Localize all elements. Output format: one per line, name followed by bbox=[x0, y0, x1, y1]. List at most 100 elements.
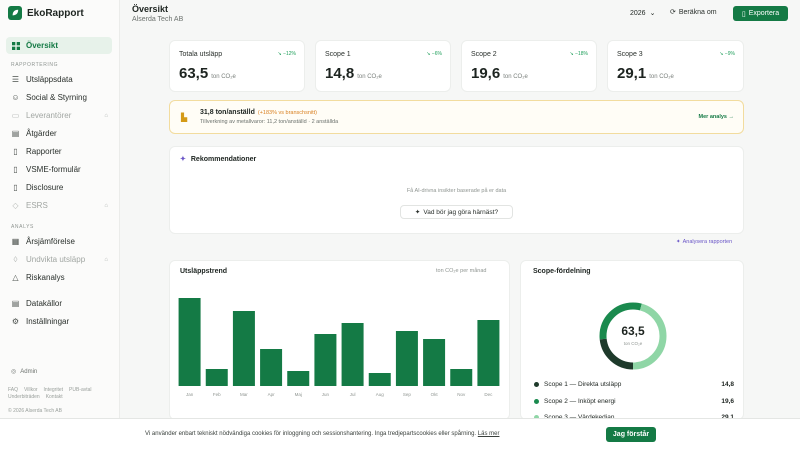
donut-slice-scope3 bbox=[599, 302, 667, 370]
page-title: Översikt bbox=[132, 4, 169, 14]
scope-card bbox=[520, 260, 744, 420]
sidebar-item-overview[interactable]: Översikt bbox=[6, 37, 112, 54]
sidebar-item-settings[interactable]: ⚙ Inställningar bbox=[6, 313, 112, 330]
bar-mar bbox=[232, 311, 255, 386]
legend-label: Scope 3 — Värdekedjan bbox=[544, 413, 615, 421]
footer-link[interactable]: Kontakt bbox=[45, 394, 63, 400]
kpi-trend: ↘ −18% bbox=[569, 51, 588, 57]
legend-row: Scope 3 — Värdekedjan 29,1 bbox=[534, 412, 734, 422]
admin-label: Admin bbox=[20, 368, 38, 375]
stack-icon: ☰ bbox=[11, 75, 20, 84]
gear-icon: ⚙ bbox=[11, 317, 20, 326]
company-name: Alserda Tech AB bbox=[132, 16, 184, 23]
clipboard-icon: ▤ bbox=[11, 129, 20, 138]
recommendations-title: ✦ Rekommendationer bbox=[180, 155, 257, 164]
admin-link[interactable]: ◎ Admin bbox=[11, 368, 38, 376]
bar-nov bbox=[450, 369, 473, 386]
sidebar-item-year-comparison[interactable]: ▦ Årsjämförelse bbox=[6, 233, 112, 250]
kpi-trend: ↘ −12% bbox=[277, 51, 296, 57]
x-tick-label: Apr bbox=[267, 392, 275, 397]
read-more-link[interactable]: Läs mer bbox=[477, 431, 500, 437]
sidebar-item-label: Översikt bbox=[26, 41, 59, 50]
kpi-trend: ↘ −9% bbox=[719, 51, 735, 57]
bar-dec bbox=[477, 320, 500, 386]
bar-jan bbox=[178, 298, 201, 386]
app-name: EkoRapport bbox=[27, 7, 84, 19]
kpi-label: Totala utsläpp bbox=[179, 51, 223, 58]
sidebar-item-risk[interactable]: △ Riskanalys bbox=[6, 269, 112, 286]
calendar-icon: ▦ bbox=[11, 237, 20, 246]
footer-link[interactable]: Integritet bbox=[43, 387, 64, 393]
footer-link[interactable]: FAQ bbox=[8, 387, 19, 393]
footer-link[interactable]: PUB-avtal bbox=[69, 387, 92, 393]
x-tick-label: Jul bbox=[349, 392, 356, 397]
accept-cookies-button[interactable]: Jag förstår bbox=[606, 427, 656, 442]
sidebar-item-avoided-emissions[interactable]: ◊ Undvikta utsläpp ⌂ bbox=[6, 251, 112, 268]
recalculate-button[interactable]: ⟳ Beräkna om bbox=[670, 8, 717, 17]
sidebar-item-actions[interactable]: ▤ Åtgärder bbox=[6, 125, 112, 142]
footer-link[interactable]: Villkor bbox=[24, 387, 38, 393]
cookie-text: Vi använder enbart tekniskt nödvändiga c… bbox=[145, 431, 500, 437]
bar-feb bbox=[205, 369, 228, 386]
sidebar-item-label: Disclosure bbox=[26, 183, 64, 192]
document-icon: ▯ bbox=[741, 10, 746, 18]
x-tick-label: Dec bbox=[484, 392, 493, 397]
sidebar-item-vsme[interactable]: ▯ VSME-formulär bbox=[6, 161, 112, 178]
export-button[interactable]: ▯ Exportera bbox=[733, 6, 788, 21]
app-logo[interactable]: EkoRapport bbox=[8, 6, 84, 20]
legend-value: 29,1 bbox=[721, 413, 734, 421]
trend-chart-card bbox=[169, 260, 510, 420]
donut-slice-scope2 bbox=[599, 302, 667, 370]
kpi-label: Scope 2 bbox=[471, 51, 497, 58]
database-icon: ▤ bbox=[11, 299, 20, 308]
sidebar-item-suppliers[interactable]: ▭ Leverantörer ⌂ bbox=[6, 107, 112, 124]
sidebar-item-reports[interactable]: ▯ Rapporter bbox=[6, 143, 112, 160]
analyze-report-link[interactable]: ✦ Analysera rapporten bbox=[676, 239, 733, 245]
kpi-value: 14,8 ton CO₂e bbox=[325, 65, 382, 82]
lock-icon: ⌂ bbox=[104, 256, 108, 263]
alert-sub: Tillverkning av metallvaror: 11,2 ton/an… bbox=[200, 119, 339, 125]
legend-dot bbox=[534, 398, 539, 404]
sidebar: EkoRapport Översikt RAPPORTERING ☰ Utslä… bbox=[0, 0, 120, 450]
scope-donut-chart bbox=[599, 302, 667, 370]
sidebar-item-datasources[interactable]: ▤ Datakällor bbox=[6, 295, 112, 312]
sidebar-item-label: Undvikta utsläpp bbox=[26, 255, 86, 264]
kpi-trend: ↘ −6% bbox=[426, 51, 442, 57]
more-analysis-link[interactable]: Mer analys → bbox=[698, 114, 734, 120]
sidebar-item-label: Utsläppsdata bbox=[26, 75, 73, 84]
legend-value: 19,6 bbox=[721, 397, 734, 405]
x-tick-label: Mar bbox=[240, 392, 248, 397]
kpi-label: Scope 1 bbox=[325, 51, 351, 58]
emissions-bar-chart bbox=[178, 298, 500, 386]
benchmark-alert: ▙ 31,8 ton/anställd (+183% vs branschsnit… bbox=[169, 100, 744, 134]
legend-label: Scope 1 — Direkta utsläpp bbox=[544, 380, 622, 388]
footer-link[interactable]: Underbiträden bbox=[8, 394, 40, 400]
lock-icon: ⌂ bbox=[104, 202, 108, 209]
bar-jul bbox=[341, 323, 364, 386]
sidebar-item-label: ESRS bbox=[26, 201, 48, 210]
user-icon: ◎ bbox=[11, 369, 17, 375]
lock-icon: ⌂ bbox=[104, 112, 108, 119]
sidebar-item-label: Leverantörer bbox=[26, 111, 72, 120]
warning-icon: △ bbox=[12, 273, 19, 282]
bar-okt bbox=[423, 339, 446, 386]
ask-next-step-button[interactable]: ✦ Vad bör jag göra härnäst? bbox=[400, 205, 513, 219]
sidebar-item-social[interactable]: ☺ Social & Styrning bbox=[6, 89, 112, 106]
sidebar-item-emissions[interactable]: ☰ Utsläppsdata bbox=[6, 71, 112, 88]
trend-chart-unit: ton CO₂e per månad bbox=[436, 268, 487, 274]
kpi-card-scope2: Scope 2 ↘ −18% 19,6 ton CO₂e bbox=[461, 40, 597, 92]
recalculate-label: Beräkna om bbox=[678, 8, 717, 16]
sidebar-item-esrs[interactable]: ◇ ESRS ⌂ bbox=[6, 197, 112, 214]
cookie-banner: Vi använder enbart tekniskt nödvändiga c… bbox=[0, 418, 800, 450]
donut-total: 63,5 bbox=[621, 324, 645, 338]
document-icon: ▯ bbox=[13, 183, 18, 192]
recommendations-subtitle: Få AI-drivna insikter baserade på er dat… bbox=[406, 188, 507, 194]
truck-icon: ▭ bbox=[11, 111, 20, 120]
donut-unit: ton CO₂e bbox=[623, 341, 643, 346]
sidebar-item-disclosure[interactable]: ▯ Disclosure bbox=[6, 179, 112, 196]
scope-chart-title: Scope-fördelning bbox=[533, 268, 591, 275]
year-select[interactable]: 2026 ⌄ bbox=[630, 9, 655, 18]
layers-icon: ◇ bbox=[12, 201, 19, 210]
section-label-analysis: ANALYS bbox=[11, 224, 34, 230]
kpi-card-scope3: Scope 3 ↘ −9% 29,1 ton CO₂e bbox=[607, 40, 744, 92]
